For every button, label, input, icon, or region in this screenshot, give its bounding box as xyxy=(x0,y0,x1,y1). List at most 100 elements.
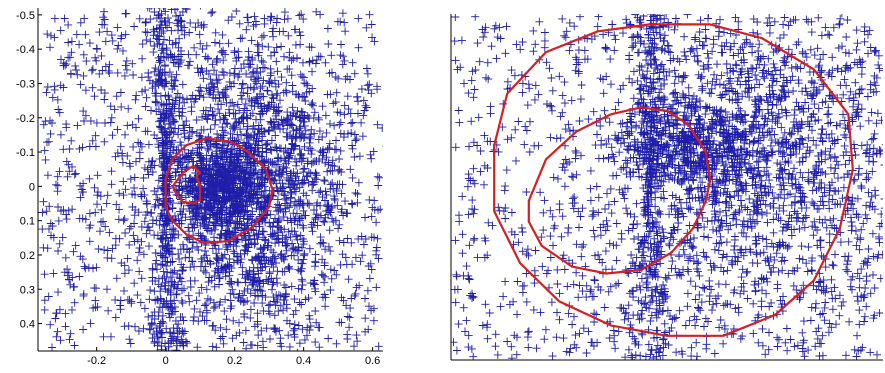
scatter-point xyxy=(348,144,357,153)
scatter-point xyxy=(286,188,295,197)
scatter-point xyxy=(769,76,777,85)
scatter-point xyxy=(182,117,191,126)
scatter-point xyxy=(243,125,252,134)
scatter-point xyxy=(244,350,246,351)
scatter-point xyxy=(111,313,120,322)
scatter-point xyxy=(332,136,340,145)
scatter-point xyxy=(177,296,186,305)
scatter-point xyxy=(259,306,268,315)
scatter-point xyxy=(365,10,374,19)
scatter-point xyxy=(234,135,243,144)
scatter-point xyxy=(211,116,220,125)
scatter-point xyxy=(322,153,331,162)
scatter-point xyxy=(302,191,311,200)
scatter-point xyxy=(338,180,347,189)
scatter-point xyxy=(353,190,362,198)
scatter-point xyxy=(240,195,248,204)
scatter-point xyxy=(299,178,308,187)
scatter-point xyxy=(337,40,345,49)
scatter-point xyxy=(784,21,793,30)
right-scatter-plot xyxy=(450,14,883,361)
scatter-point xyxy=(774,267,783,276)
scatter-point xyxy=(335,318,344,327)
scatter-point xyxy=(140,304,149,313)
scatter-point xyxy=(153,295,162,304)
scatter-point xyxy=(237,95,246,103)
scatter-point xyxy=(344,275,353,284)
scatter-point xyxy=(243,13,252,22)
scatter-point xyxy=(263,86,272,95)
scatter-point xyxy=(299,15,308,24)
scatter-point xyxy=(216,159,225,168)
scatter-point xyxy=(367,233,376,242)
scatter-point xyxy=(243,215,252,224)
scatter-point xyxy=(350,153,359,161)
scatter-point xyxy=(147,106,155,115)
scatter-point xyxy=(53,172,62,181)
scatter-point xyxy=(93,200,101,209)
scatter-point xyxy=(141,102,150,111)
scatter-point xyxy=(866,289,875,298)
scatter-point xyxy=(855,164,864,173)
scatter-point xyxy=(807,28,816,37)
scatter-point xyxy=(323,24,332,33)
scatter-point xyxy=(248,210,256,219)
scatter-point xyxy=(767,298,776,307)
scatter-point xyxy=(200,316,209,325)
scatter-point xyxy=(202,285,211,294)
scatter-point xyxy=(92,44,101,53)
scatter-point xyxy=(291,231,300,239)
scatter-point xyxy=(267,274,276,283)
scatter-point xyxy=(324,40,333,48)
scatter-point xyxy=(713,60,721,69)
scatter-point xyxy=(127,297,136,306)
scatter-point xyxy=(332,339,341,348)
scatter-point xyxy=(155,8,164,12)
scatter-point xyxy=(296,40,305,49)
scatter-point xyxy=(265,218,274,227)
scatter-point xyxy=(239,188,248,197)
scatter-point xyxy=(97,218,105,226)
scatter-point xyxy=(44,292,53,301)
scatter-point xyxy=(274,307,283,316)
scatter-point xyxy=(40,146,49,155)
scatter-point xyxy=(696,16,705,25)
scatter-point xyxy=(86,117,95,125)
scatter-point xyxy=(139,324,148,333)
scatter-point xyxy=(228,146,237,155)
scatter-point xyxy=(341,197,349,206)
scatter-point xyxy=(94,245,103,253)
scatter-point xyxy=(123,121,132,130)
scatter-point xyxy=(169,129,178,137)
scatter-point xyxy=(701,102,710,111)
scatter-point xyxy=(326,119,334,128)
scatter-point xyxy=(176,274,185,283)
scatter-point xyxy=(270,297,279,306)
scatter-point xyxy=(343,92,352,101)
scatter-point xyxy=(701,34,710,43)
scatter-point xyxy=(366,259,375,268)
scatter-point xyxy=(695,290,704,299)
scatter-point xyxy=(248,256,257,265)
scatter-point xyxy=(210,111,218,120)
scatter-point xyxy=(258,299,267,308)
scatter-point xyxy=(226,219,235,228)
scatter-point xyxy=(252,69,261,78)
scatter-point xyxy=(196,83,205,92)
scatter-point xyxy=(798,255,807,264)
scatter-point xyxy=(282,132,291,141)
scatter-point xyxy=(302,79,311,88)
scatter-point xyxy=(782,143,791,152)
scatter-point xyxy=(282,233,291,242)
scatter-point xyxy=(150,131,159,139)
scatter-point xyxy=(208,8,217,16)
scatter-point xyxy=(141,127,150,136)
scatter-point xyxy=(253,341,262,350)
scatter-point xyxy=(130,22,139,31)
scatter-point xyxy=(180,121,189,130)
scatter-point xyxy=(339,238,348,247)
scatter-point xyxy=(119,46,127,55)
scatter-point xyxy=(311,338,320,347)
scatter-point xyxy=(694,258,703,267)
